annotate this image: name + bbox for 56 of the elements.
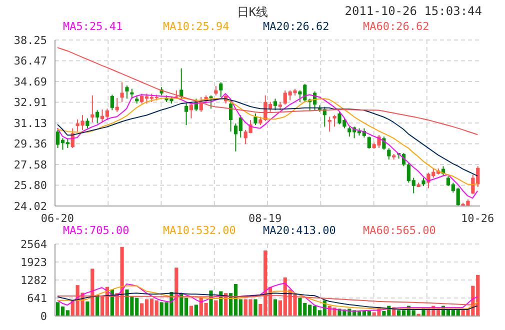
line-series (56, 93, 478, 199)
candlestick (130, 88, 134, 100)
y-tick-label: 29.36 (14, 138, 47, 151)
text: MA60:565.00 (363, 224, 437, 238)
candlestick (219, 82, 223, 98)
line-series (56, 292, 478, 310)
x-tick-label: 08-19 (248, 212, 282, 225)
bar (194, 304, 198, 316)
candlestick (367, 136, 371, 150)
candlestick (86, 118, 90, 129)
y-tick-label: 641 (27, 292, 47, 305)
candlestick (96, 110, 100, 124)
text: MA20:26.62 (263, 20, 330, 34)
chart-title: 日K线 (236, 5, 268, 19)
x-tick-label: 10-26 (460, 212, 494, 225)
candlestick (125, 84, 129, 100)
candlestick (90, 94, 94, 123)
y-tick-label: 27.58 (14, 158, 47, 172)
text: MA60:26.62 (363, 20, 430, 34)
candlestick (273, 98, 278, 111)
text: MA20:413.00 (263, 224, 337, 238)
candlestick (332, 114, 336, 128)
y-tick-label: 31.13 (14, 116, 47, 130)
y-tick-label: 24.02 (14, 200, 47, 213)
y-tick-label: 38.25 (14, 34, 47, 47)
y-tick-label: 0 (40, 310, 47, 323)
text: MA5:25.41 (63, 20, 124, 34)
candlestick (110, 94, 114, 111)
bar (273, 299, 278, 316)
y-tick-label: 2564 (20, 238, 48, 251)
text: 2011-10-26 15:03:44 (344, 4, 482, 18)
candlestick (184, 103, 188, 126)
candlestick (120, 82, 124, 102)
line-series (56, 47, 478, 136)
bar (254, 299, 258, 316)
candlestick (328, 116, 332, 132)
text: MA10:532.00 (163, 224, 237, 238)
y-tick-label: 1282 (20, 274, 47, 287)
bar (214, 300, 218, 316)
candlestick (189, 101, 194, 119)
candlestick (228, 100, 233, 132)
candlestick (254, 112, 258, 126)
candlestick (387, 148, 391, 160)
x-tick-label: 06-20 (40, 212, 74, 225)
y-tick-label: 32.91 (14, 96, 47, 110)
y-tick-label: 1923 (20, 256, 47, 269)
candlestick (382, 136, 386, 150)
candlestick (209, 94, 213, 110)
y-tick-label: 25.80 (14, 179, 47, 192)
candlestick (199, 96, 203, 112)
text: MA5:705.00 (63, 224, 130, 238)
text: MA10:25.94 (163, 20, 230, 34)
y-tick-label: 36.47 (14, 54, 47, 68)
y-tick-label: 34.69 (14, 75, 47, 88)
bar (189, 306, 194, 316)
bar (86, 301, 90, 316)
